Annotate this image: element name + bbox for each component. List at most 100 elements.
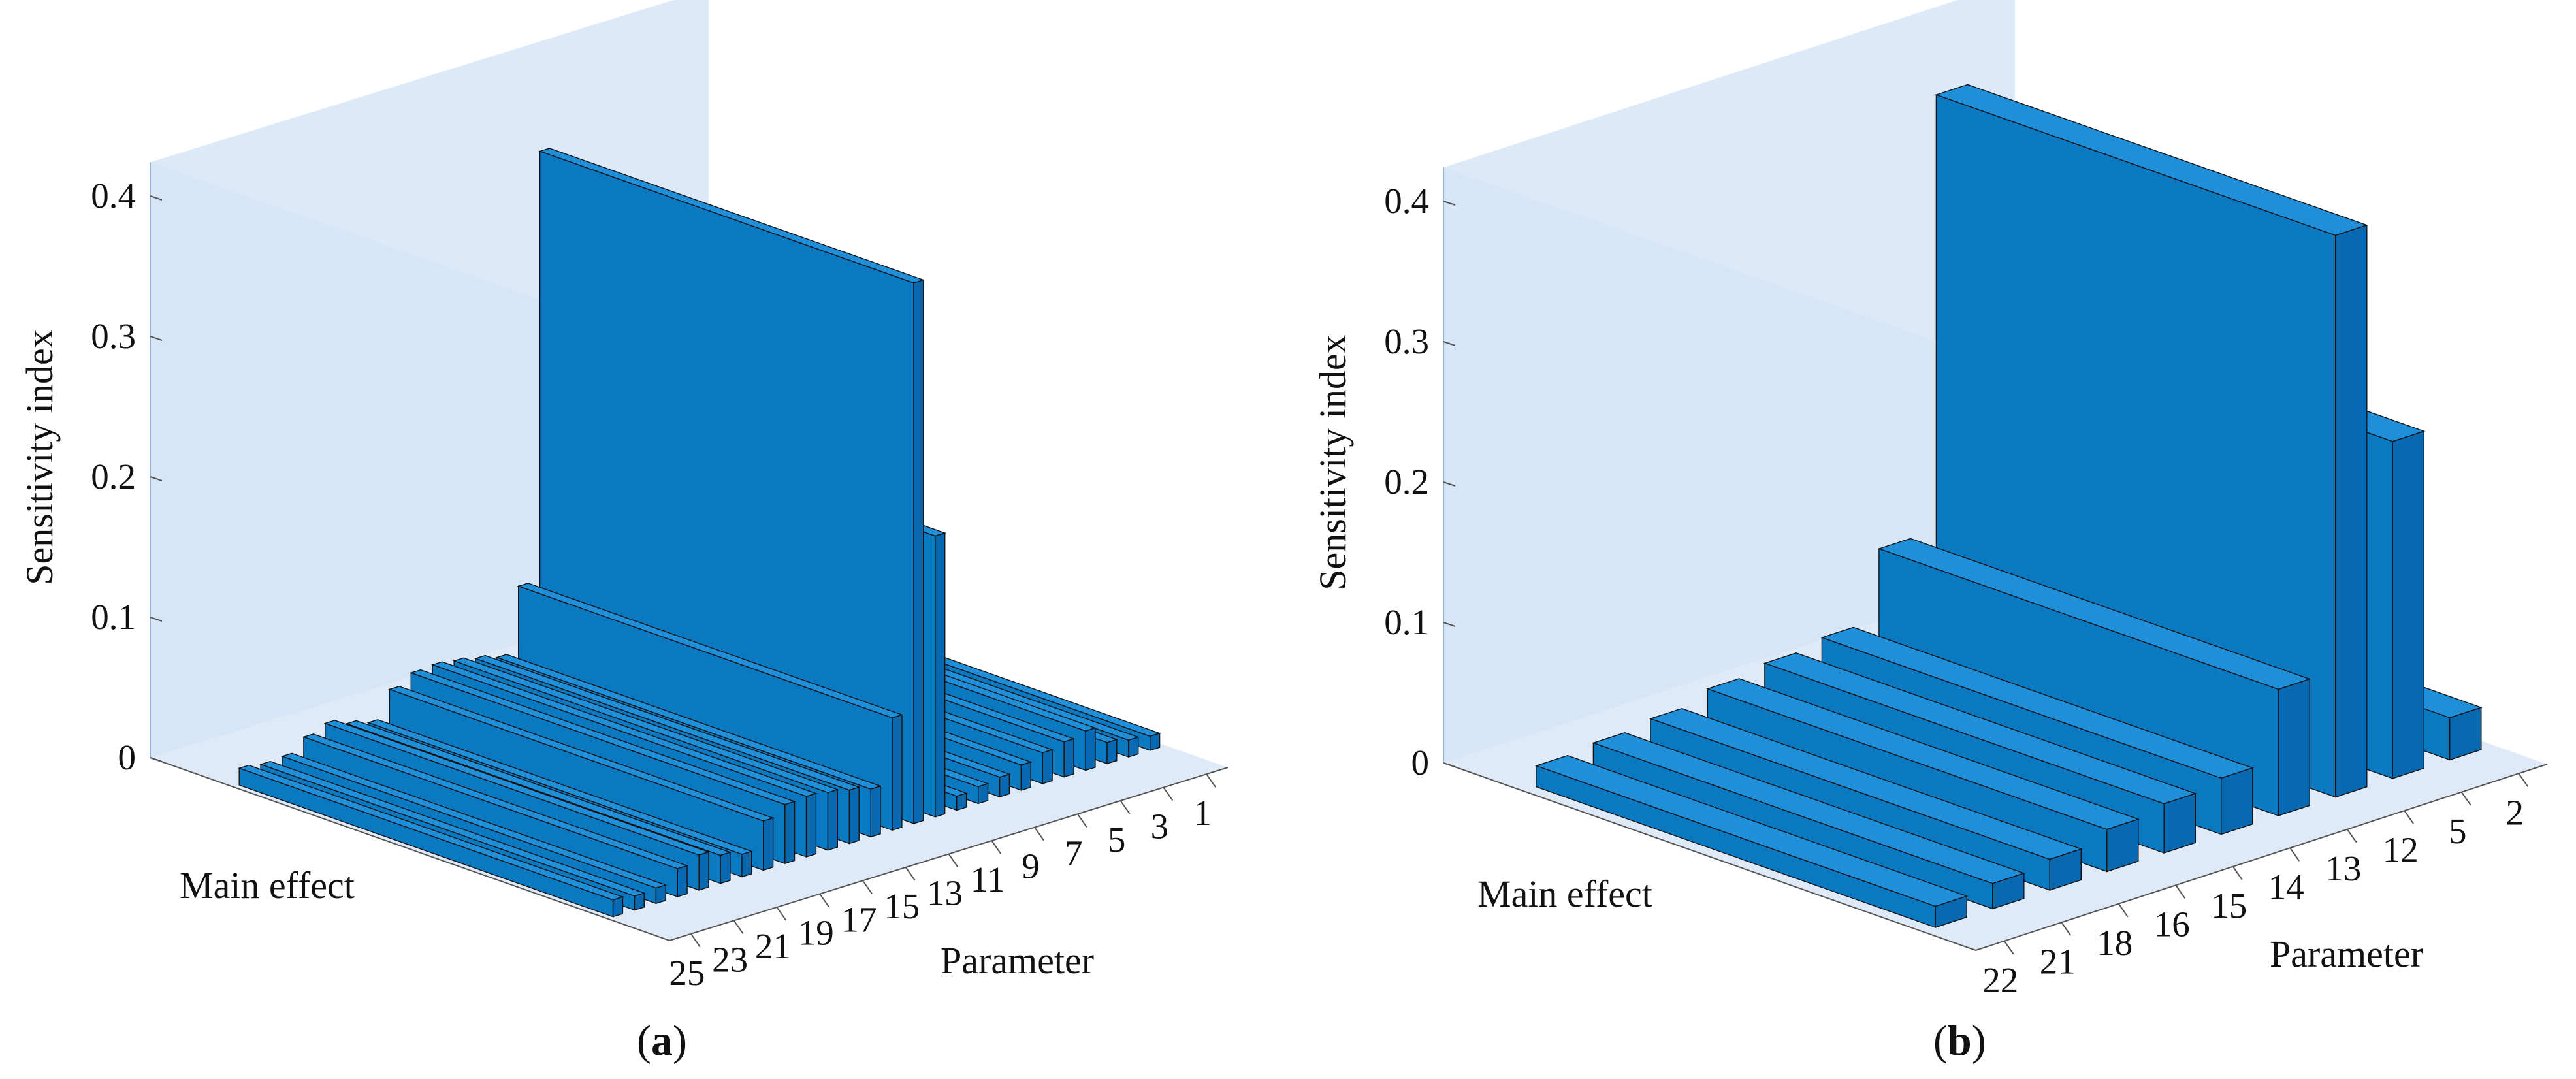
z-axis-label: Sensitivity index xyxy=(1312,334,1354,590)
param-tick-label: 12 xyxy=(2383,829,2419,869)
param-tick-mark xyxy=(2346,829,2357,843)
bar-side-face xyxy=(977,782,989,805)
bar-side-face xyxy=(612,896,624,918)
param-tick-mark xyxy=(1163,787,1174,801)
z-tick-mark xyxy=(150,195,163,201)
bar-side-face xyxy=(2392,430,2425,779)
bar-side-face xyxy=(2049,848,2082,891)
param-tick-mark xyxy=(1034,827,1044,841)
param-tick-mark xyxy=(2460,792,2471,806)
param-tick-mark xyxy=(1206,773,1216,788)
param-tick-mark xyxy=(776,907,787,921)
param-tick-label: 11 xyxy=(971,860,1005,899)
bar-side-face xyxy=(2449,707,2482,761)
param-tick-label: 17 xyxy=(841,899,877,939)
bar-side-face xyxy=(999,773,1010,798)
bar-side-face xyxy=(1063,738,1074,778)
param-tick-mark xyxy=(905,867,916,881)
bar-side-face xyxy=(741,850,752,878)
z-tick-label: 0 xyxy=(118,737,137,777)
param-tick-label: 23 xyxy=(712,939,748,979)
z-tick-mark xyxy=(150,757,163,762)
bar-side-face xyxy=(2106,818,2139,873)
param-tick-mark xyxy=(2404,810,2415,824)
bar-side-face xyxy=(1106,739,1118,765)
z-tick-label: 0.3 xyxy=(1384,321,1429,361)
bar-side-face xyxy=(1150,732,1161,751)
bar xyxy=(237,764,624,918)
z-tick-label: 0 xyxy=(1411,743,1430,782)
bar-side-face xyxy=(956,792,967,811)
z-tick-label: 0.1 xyxy=(91,597,136,637)
z-tick-mark xyxy=(1443,762,1456,767)
param-tick-label: 1 xyxy=(1193,793,1212,833)
param-tick-label: 19 xyxy=(798,913,834,953)
z-tick-mark xyxy=(150,336,163,341)
z-tick-mark xyxy=(1443,201,1456,206)
param-tick-label: 16 xyxy=(2154,904,2190,944)
bar-side-face xyxy=(913,279,924,824)
param-tick-mark xyxy=(2232,866,2243,880)
z-tick-mark xyxy=(150,476,163,481)
bar-side-face xyxy=(1991,873,2025,910)
param-tick-label: 25 xyxy=(669,953,705,993)
param-tick-mark xyxy=(862,880,873,894)
z-tick-label: 0.2 xyxy=(1384,462,1429,502)
bar-side-face xyxy=(2278,678,2311,816)
bar-side-face xyxy=(720,852,731,884)
param-tick-label: 15 xyxy=(2211,886,2247,926)
z-tick-label: 0.1 xyxy=(1384,602,1429,642)
bar-side-face xyxy=(655,884,666,905)
param-tick-label: 22 xyxy=(1982,960,2018,1000)
param-tick-label: 9 xyxy=(1022,846,1040,886)
bar-side-face xyxy=(698,851,709,891)
z-tick-mark xyxy=(1443,622,1456,627)
bar-side-face xyxy=(848,786,860,845)
bar-side-face xyxy=(2163,793,2197,854)
panel-label: (b) xyxy=(1933,1017,1986,1065)
bar-side-face xyxy=(634,892,645,911)
bar-side-face xyxy=(870,785,881,838)
param-tick-label: 14 xyxy=(2268,867,2304,907)
bar-side-face xyxy=(827,788,839,851)
param-tick-label: 5 xyxy=(2449,811,2467,851)
bar-side-face xyxy=(1020,761,1031,791)
param-tick-mark xyxy=(991,840,1002,854)
z-tick-mark xyxy=(150,617,163,622)
parameter-label: Parameter xyxy=(941,939,1094,982)
main-effect-label: Main effect xyxy=(180,864,355,907)
param-tick-mark xyxy=(2289,847,2300,862)
panel-label: (a) xyxy=(637,1017,687,1065)
bar-side-face xyxy=(1935,895,1968,928)
bar-side-face xyxy=(2220,767,2253,835)
main-effect-axis xyxy=(150,757,670,941)
z-tick-mark xyxy=(1443,341,1456,346)
param-tick-mark xyxy=(2518,773,2529,787)
bar-side-face xyxy=(763,817,774,871)
param-tick-mark xyxy=(2003,941,2014,955)
bar xyxy=(1534,754,1969,928)
param-tick-label: 3 xyxy=(1151,807,1169,846)
param-tick-mark xyxy=(2117,903,2129,918)
param-tick-mark xyxy=(733,920,744,934)
bar-side-face xyxy=(935,532,946,818)
param-tick-mark xyxy=(690,933,701,948)
param-tick-label: 13 xyxy=(927,873,963,913)
z-tick-label: 0.4 xyxy=(1384,181,1429,221)
bar-side-face xyxy=(1128,736,1139,758)
param-tick-mark xyxy=(1119,800,1131,814)
param-tick-label: 2 xyxy=(2506,792,2524,832)
param-tick-label: 21 xyxy=(755,926,791,966)
parameter-axis xyxy=(1975,764,2548,951)
chart-panel-b: 0 0.1 0.2 0.3 0.4 Sensitivity index 22 21 18 16 15… xyxy=(1312,0,2548,1065)
param-tick-mark xyxy=(819,894,830,908)
main-effect-label: Main effect xyxy=(1477,873,1652,915)
param-tick-label: 5 xyxy=(1108,820,1126,860)
parameter-label: Parameter xyxy=(2270,933,2423,975)
bar-side-face xyxy=(805,792,817,858)
bar-side-face xyxy=(1042,749,1053,784)
param-tick-mark xyxy=(1076,813,1087,828)
param-tick-label: 21 xyxy=(2040,941,2076,981)
